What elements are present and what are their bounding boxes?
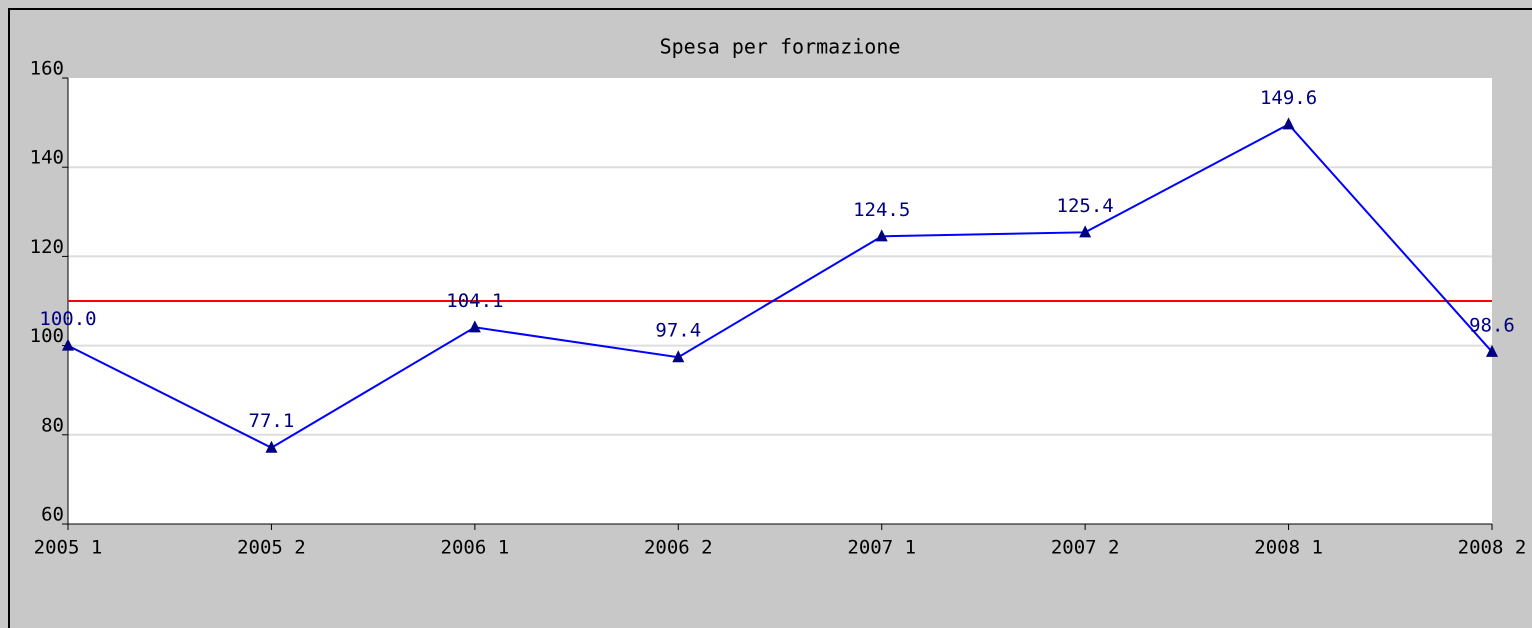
data-label: 124.5 — [853, 199, 910, 221]
data-label: 77.1 — [249, 410, 295, 432]
y-tick-label: 100 — [30, 325, 64, 347]
data-label: 97.4 — [655, 320, 701, 342]
y-tick-label: 80 — [41, 414, 64, 436]
data-label: 125.4 — [1057, 195, 1114, 217]
x-tick-label: 2005 2 — [237, 537, 306, 559]
marker — [1282, 117, 1295, 130]
y-tick-label: 140 — [30, 147, 64, 169]
line — [67, 123, 1493, 449]
x-tick-label: 2007 2 — [1051, 537, 1120, 559]
marker — [672, 350, 685, 363]
x-tick-label: 2008 2 — [1458, 537, 1527, 559]
x-tick-label: 2006 2 — [644, 537, 713, 559]
marker — [468, 320, 481, 333]
data-label: 149.6 — [1260, 87, 1317, 109]
marker — [62, 338, 74, 351]
marker — [265, 440, 278, 453]
data-label: 104.1 — [446, 290, 503, 312]
x-tick-label: 2007 1 — [847, 537, 916, 559]
frame — [8, 8, 1532, 628]
data-label: 100.0 — [39, 308, 96, 330]
y-tick-label: 120 — [30, 236, 64, 258]
marker — [1486, 344, 1498, 357]
data-label: 98.6 — [1469, 314, 1515, 336]
chart-title: Spesa per formazione — [660, 35, 901, 59]
y-tick-label: 160 — [30, 58, 64, 80]
marker — [875, 229, 888, 242]
y-tick-label: 60 — [41, 504, 64, 526]
x-tick-label: 2005 1 — [34, 537, 103, 559]
x-tick-label: 2008 1 — [1254, 537, 1323, 559]
marker — [1079, 225, 1092, 238]
x-tick-label: 2006 1 — [441, 537, 510, 559]
